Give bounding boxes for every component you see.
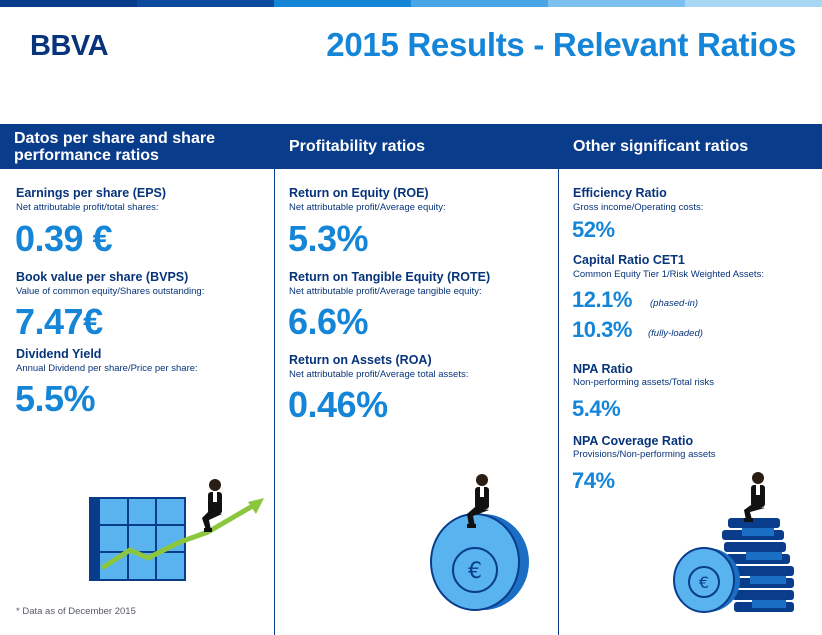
- metric-value-rote: 6.6%: [288, 301, 369, 342]
- metric-name-rote: Return on Tangible Equity (ROTE): [289, 270, 491, 284]
- metric-value-eps: 0.39 €: [15, 218, 113, 259]
- metric-name-cet1: Capital Ratio CET1: [573, 253, 685, 267]
- column-heading-share: Datos per share and share performance ra…: [14, 129, 215, 164]
- column-header-share: Datos per share and share performance ra…: [0, 124, 274, 169]
- metric-desc-efficiency: Gross income/Operating costs:: [573, 202, 704, 213]
- page-title: 2015 Results - Relevant Ratios: [326, 26, 796, 63]
- bbva-logo: BBVA: [30, 30, 109, 62]
- column-divider: [558, 124, 559, 635]
- metric-desc-roa: Net attributable profit/Average total as…: [289, 369, 469, 380]
- metric-name-efficiency: Efficiency Ratio: [573, 186, 667, 200]
- coin-stacks-illustration: €: [673, 472, 794, 613]
- metric-name-eps: Earnings per share (EPS): [16, 186, 167, 200]
- metric-value-bvps: 7.47€: [15, 301, 103, 342]
- metric-value-roa: 0.46%: [288, 384, 388, 425]
- metric-desc-cet1: Common Equity Tier 1/Risk Weighted Asset…: [573, 269, 764, 280]
- metric-desc-eps: Net attributable profit/total shares:: [16, 202, 159, 213]
- column-divider: [274, 124, 275, 635]
- column-header-other: Other significant ratios: [559, 124, 822, 169]
- metric-value-cet1-phased-in: 12.1%: [572, 287, 632, 312]
- metric-name-dividend-yield: Dividend Yield: [16, 347, 102, 361]
- column-heading-other: Other significant ratios: [573, 138, 749, 155]
- metric-name-bvps: Book value per share (BVPS): [16, 270, 189, 284]
- metric-name-npa-ratio: NPA Ratio: [573, 362, 633, 376]
- column-header-profitability: Profitability ratios: [275, 124, 558, 169]
- metric-desc-dividend-yield: Annual Dividend per share/Price per shar…: [16, 363, 198, 374]
- euro-icon: €: [699, 573, 709, 592]
- note-fully-loaded: (fully-loaded): [648, 328, 703, 339]
- note-phased-in: (phased-in): [650, 298, 699, 309]
- footnote: * Data as of December 2015: [16, 606, 136, 617]
- metric-value-npa-coverage: 74%: [572, 468, 615, 493]
- metric-desc-rote: Net attributable profit/Average tangible…: [289, 286, 482, 297]
- metric-value-npa-ratio: 5.4%: [572, 396, 621, 421]
- growth-chart-illustration: [89, 479, 264, 581]
- metric-value-efficiency: 52%: [572, 217, 615, 242]
- metric-name-npa-coverage: NPA Coverage Ratio: [573, 434, 694, 448]
- metric-desc-bvps: Value of common equity/Shares outstandin…: [16, 286, 205, 297]
- metric-name-roe: Return on Equity (ROE): [289, 186, 429, 200]
- metric-name-roa: Return on Assets (ROA): [289, 353, 432, 367]
- euro-coin-illustration: €: [430, 474, 529, 611]
- metric-value-roe: 5.3%: [288, 218, 369, 259]
- column-heading-profitability: Profitability ratios: [289, 138, 426, 155]
- metric-desc-npa-coverage: Provisions/Non-performing assets: [573, 449, 716, 460]
- metric-desc-roe: Net attributable profit/Average equity:: [289, 202, 446, 213]
- euro-icon: €: [468, 559, 482, 584]
- metric-desc-npa-ratio: Non-performing assets/Total risks: [573, 377, 714, 388]
- metric-value-cet1-fully-loaded: 10.3%: [572, 317, 632, 342]
- metric-value-dividend-yield: 5.5%: [15, 378, 96, 419]
- top-color-band: [0, 0, 822, 7]
